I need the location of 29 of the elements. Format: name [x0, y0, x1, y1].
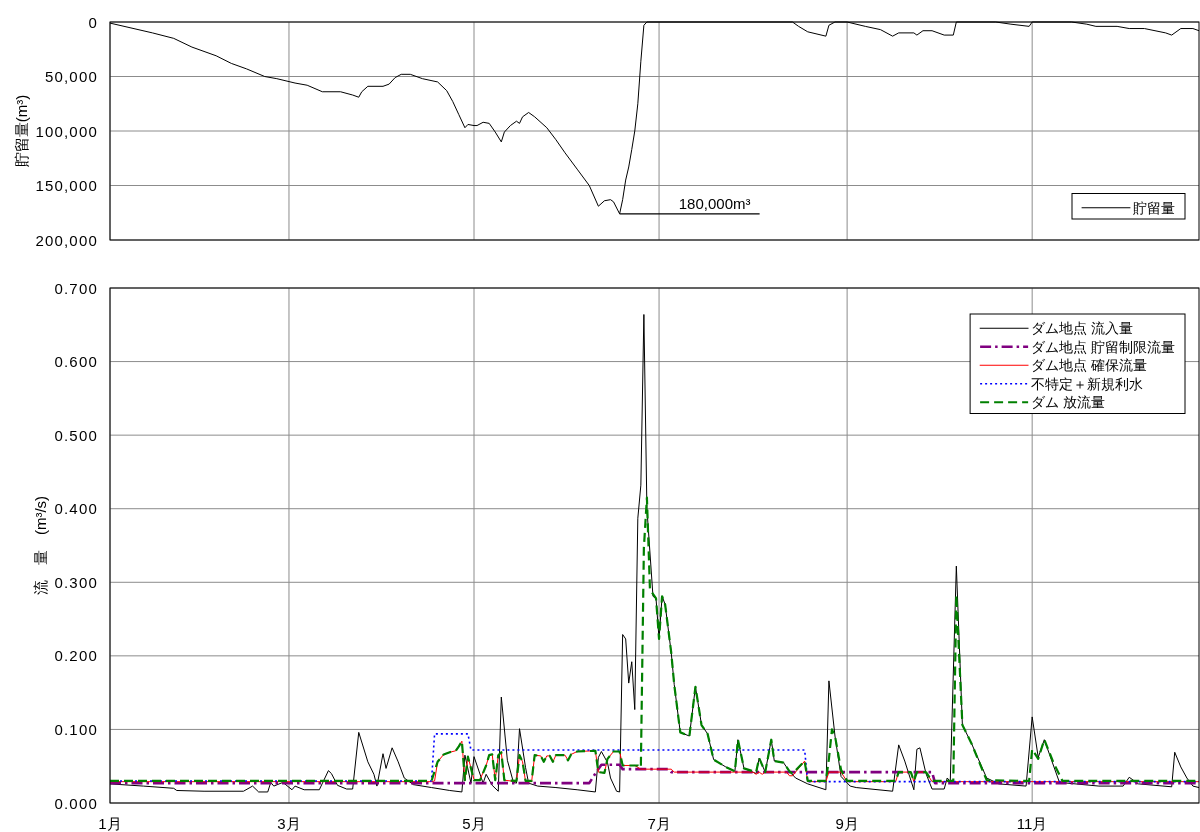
- y-tick-label: 200,000: [35, 231, 98, 249]
- y-tick-label: 50,000: [44, 68, 98, 85]
- y-tick-label: 0.100: [54, 720, 98, 738]
- x-tick-label: 3月: [277, 815, 301, 832]
- y-tick-label: 0.200: [54, 647, 98, 665]
- y-tick-label: 0.600: [54, 353, 98, 371]
- legend-label: ダム 放流量: [1031, 394, 1105, 411]
- x-tick-label: 9月: [835, 815, 859, 832]
- legend-label: 貯留量: [1133, 199, 1175, 216]
- x-tick-label: 11月: [1016, 815, 1048, 832]
- x-tick-label: 7月: [647, 815, 671, 832]
- y-tick-label: 0.400: [54, 500, 98, 518]
- y-tick-label: 0.500: [54, 426, 98, 444]
- legend-label: ダム地点 流入量: [1031, 320, 1133, 337]
- legend-label: ダム地点 確保流量: [1031, 357, 1147, 374]
- y-tick-label: 0.300: [54, 573, 98, 591]
- annotation: 180,000m³: [678, 194, 751, 212]
- legend-label: 不特定＋新規利水: [1031, 375, 1144, 392]
- y-tick-label: 0.700: [54, 279, 98, 297]
- y-axis-title: 流 量 (m³/s): [32, 495, 50, 596]
- legend-label: ダム地点 貯留制限流量: [1031, 338, 1175, 355]
- y-tick-label: 150,000: [35, 177, 98, 194]
- y-tick-label: 0.000: [54, 794, 98, 812]
- y-tick-label: 100,000: [35, 122, 98, 140]
- y-axis-title: 貯留量(m³): [13, 94, 31, 168]
- y-tick-label: 0: [88, 13, 98, 31]
- x-tick-label: 5月: [462, 815, 486, 832]
- x-tick-label: 1月: [98, 815, 122, 832]
- legend: 貯留量: [1071, 193, 1186, 220]
